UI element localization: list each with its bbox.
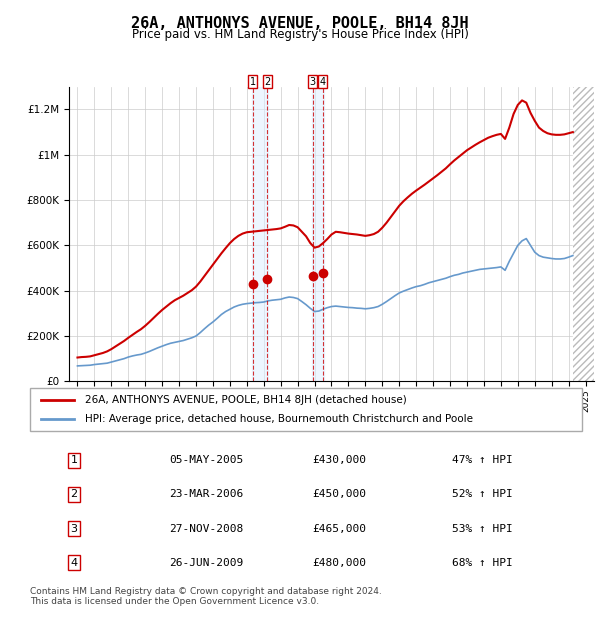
Text: 53% ↑ HPI: 53% ↑ HPI <box>452 523 513 534</box>
Bar <box>573 87 594 381</box>
Text: 3: 3 <box>310 77 316 87</box>
Text: 27-NOV-2008: 27-NOV-2008 <box>170 523 244 534</box>
Text: 23-MAR-2006: 23-MAR-2006 <box>170 489 244 500</box>
Text: 4: 4 <box>320 77 326 87</box>
FancyBboxPatch shape <box>30 388 582 431</box>
Text: 2: 2 <box>265 77 271 87</box>
Text: 2: 2 <box>71 489 78 500</box>
Text: 26-JUN-2009: 26-JUN-2009 <box>170 557 244 568</box>
Text: Contains HM Land Registry data © Crown copyright and database right 2024.
This d: Contains HM Land Registry data © Crown c… <box>30 587 382 606</box>
Text: £465,000: £465,000 <box>312 523 366 534</box>
Text: 3: 3 <box>71 523 77 534</box>
Text: 68% ↑ HPI: 68% ↑ HPI <box>452 557 513 568</box>
Text: £450,000: £450,000 <box>312 489 366 500</box>
Bar <box>573 87 594 381</box>
Text: 4: 4 <box>71 557 78 568</box>
Text: 26A, ANTHONYS AVENUE, POOLE, BH14 8JH: 26A, ANTHONYS AVENUE, POOLE, BH14 8JH <box>131 16 469 30</box>
Text: Price paid vs. HM Land Registry's House Price Index (HPI): Price paid vs. HM Land Registry's House … <box>131 28 469 41</box>
Bar <box>252 87 268 381</box>
Text: 47% ↑ HPI: 47% ↑ HPI <box>452 455 513 466</box>
Text: £430,000: £430,000 <box>312 455 366 466</box>
Text: £480,000: £480,000 <box>312 557 366 568</box>
Text: HPI: Average price, detached house, Bournemouth Christchurch and Poole: HPI: Average price, detached house, Bour… <box>85 414 473 423</box>
Text: 05-MAY-2005: 05-MAY-2005 <box>170 455 244 466</box>
Text: 52% ↑ HPI: 52% ↑ HPI <box>452 489 513 500</box>
Text: 1: 1 <box>250 77 256 87</box>
Text: 26A, ANTHONYS AVENUE, POOLE, BH14 8JH (detached house): 26A, ANTHONYS AVENUE, POOLE, BH14 8JH (d… <box>85 395 407 405</box>
Bar <box>312 87 324 381</box>
Text: 1: 1 <box>71 455 77 466</box>
